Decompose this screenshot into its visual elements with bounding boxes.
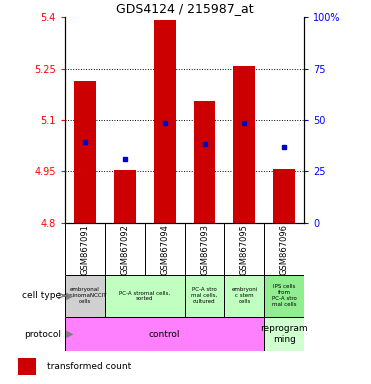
Text: PC-A stro
mal cells,
cultured: PC-A stro mal cells, cultured — [191, 287, 218, 304]
Bar — [264, 275, 304, 317]
Bar — [154, 20, 175, 223]
Bar — [114, 170, 136, 223]
Bar — [194, 101, 216, 223]
Text: cell type: cell type — [22, 291, 61, 300]
Bar — [105, 275, 185, 317]
Bar — [185, 275, 224, 317]
Bar — [264, 317, 304, 351]
Bar — [65, 317, 264, 351]
Text: PC-A stromal cells,
sorted: PC-A stromal cells, sorted — [119, 290, 170, 301]
Bar — [74, 81, 96, 223]
Text: GSM867092: GSM867092 — [120, 224, 129, 275]
Text: GSM867091: GSM867091 — [81, 224, 89, 275]
Text: GSM867094: GSM867094 — [160, 224, 169, 275]
Text: IPS cells
from
PC-A stro
mal cells: IPS cells from PC-A stro mal cells — [272, 285, 297, 307]
Text: GSM867096: GSM867096 — [280, 224, 289, 275]
Bar — [273, 169, 295, 223]
Text: GSM867095: GSM867095 — [240, 224, 249, 275]
Text: GSM867093: GSM867093 — [200, 224, 209, 275]
Text: control: control — [149, 329, 180, 339]
Text: reprogram
ming: reprogram ming — [260, 324, 308, 344]
Bar — [224, 275, 264, 317]
Text: ▶: ▶ — [63, 329, 74, 339]
Text: transformed count: transformed count — [47, 362, 131, 371]
Text: ▶: ▶ — [63, 291, 74, 301]
Bar — [233, 66, 255, 223]
Bar — [18, 358, 36, 374]
Title: GDS4124 / 215987_at: GDS4124 / 215987_at — [116, 2, 253, 15]
Text: embryonal
carcinomaNCCIT
cells: embryonal carcinomaNCCIT cells — [62, 287, 108, 304]
Bar — [65, 275, 105, 317]
Text: embryoni
c stem
cells: embryoni c stem cells — [231, 287, 257, 304]
Text: protocol: protocol — [24, 329, 61, 339]
